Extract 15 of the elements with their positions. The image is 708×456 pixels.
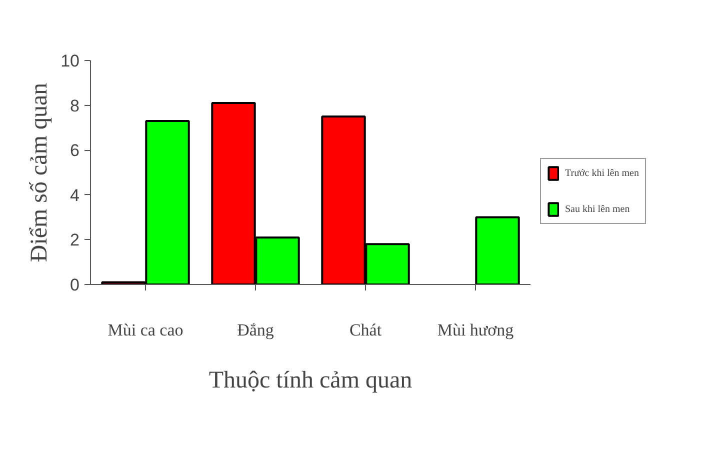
y-tick-label: 6: [70, 141, 80, 160]
legend-label: Trước khi lên men: [565, 168, 639, 178]
y-tick-label: 8: [70, 96, 80, 116]
x-tick-label: Đắng: [237, 320, 274, 340]
legend-label: Sau khi lên men: [565, 204, 630, 214]
bar: [475, 216, 520, 284]
y-axis-title: Điểm số cảm quan: [26, 82, 53, 262]
x-axis-title: Thuộc tính cảm quan: [208, 368, 412, 394]
x-tick-label: Mùi ca cao: [108, 320, 184, 340]
x-tick-label: Mùi hương: [437, 320, 514, 340]
y-tick-label: 2: [70, 230, 80, 250]
x-tick-label: Chát: [349, 320, 382, 340]
y-tick-label: 4: [70, 186, 80, 205]
y-tick-label: 10: [60, 52, 80, 70]
y-tick-label: 0: [70, 276, 80, 294]
